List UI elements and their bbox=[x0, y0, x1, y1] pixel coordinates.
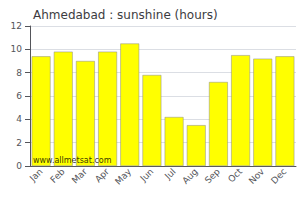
svg-text:Ahmedabad : sunshine (hours): Ahmedabad : sunshine (hours) bbox=[33, 8, 218, 22]
svg-text:Jan: Jan bbox=[27, 166, 45, 184]
svg-text:2: 2 bbox=[16, 138, 22, 148]
svg-text:6: 6 bbox=[16, 91, 22, 101]
svg-text:Sep: Sep bbox=[203, 166, 222, 185]
svg-text:12: 12 bbox=[11, 21, 22, 31]
svg-text:Feb: Feb bbox=[48, 166, 67, 185]
svg-text:Jul: Jul bbox=[162, 166, 177, 181]
svg-text:Oct: Oct bbox=[226, 166, 244, 184]
svg-text:4: 4 bbox=[16, 114, 22, 124]
svg-text:Aug: Aug bbox=[180, 166, 199, 185]
svg-text:May: May bbox=[113, 166, 134, 187]
svg-text:Mar: Mar bbox=[70, 166, 89, 185]
svg-text:www.allmetsat.com: www.allmetsat.com bbox=[33, 156, 112, 165]
svg-text:Dec: Dec bbox=[269, 166, 288, 185]
svg-text:8: 8 bbox=[16, 68, 22, 78]
svg-text:Nov: Nov bbox=[247, 166, 267, 186]
svg-text:0: 0 bbox=[16, 161, 22, 171]
svg-text:Apr: Apr bbox=[93, 166, 111, 184]
svg-text:10: 10 bbox=[11, 44, 23, 54]
svg-text:Jun: Jun bbox=[138, 166, 156, 184]
